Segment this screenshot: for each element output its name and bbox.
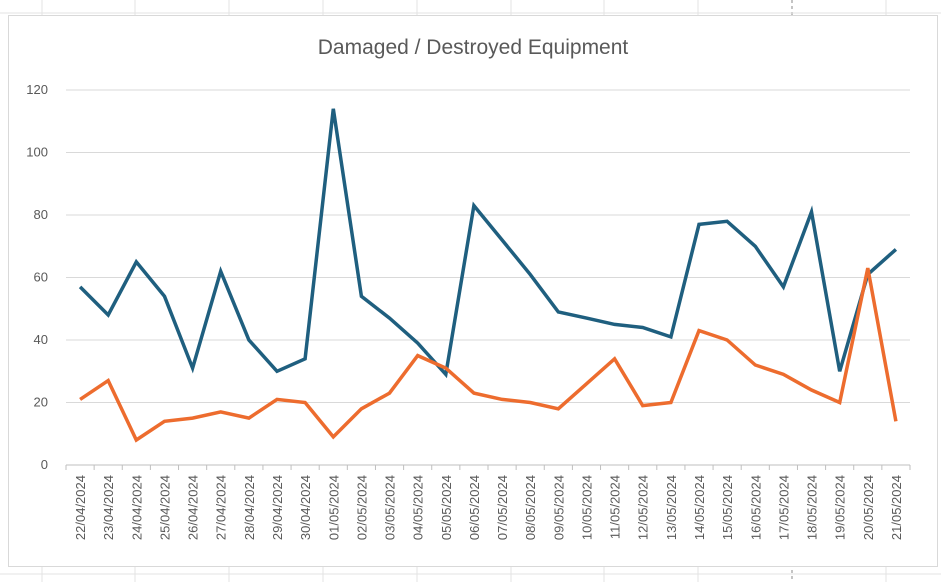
x-tick-label: 28/04/2024 [242,475,257,540]
y-tick-label: 80 [34,207,48,222]
y-tick-label: 60 [34,270,48,285]
x-tick-label: 03/05/2024 [383,475,398,540]
x-tick-label: 08/05/2024 [523,475,538,540]
x-tick-label: 30/04/2024 [298,475,313,540]
y-tick-label: 120 [26,82,48,97]
x-tick-label: 04/05/2024 [411,475,426,540]
chart-title: Damaged / Destroyed Equipment [317,36,629,59]
x-tick-label: 02/05/2024 [354,475,369,540]
y-tick-label: 40 [34,332,48,347]
y-tick-label: 20 [34,395,48,410]
x-tick-label: 17/05/2024 [776,475,791,540]
x-tick-label: 11/05/2024 [608,475,623,539]
y-tick-label: 100 [26,145,48,160]
x-tick-label: 19/05/2024 [833,475,848,540]
x-tick-label: 27/04/2024 [214,475,229,540]
x-tick-label: 25/04/2024 [157,475,172,540]
y-tick-label: 0 [41,457,48,472]
x-tick-label: 22/04/2024 [73,475,88,540]
x-tick-label: 14/05/2024 [692,475,707,540]
x-tick-label: 07/05/2024 [495,475,510,540]
x-tick-label: 23/04/2024 [101,475,116,540]
chart-area[interactable]: Damaged / Destroyed Equipment [8,15,938,567]
x-tick-label: 01/05/2024 [326,475,341,540]
series-line-1 [78,108,898,379]
x-tick-label: 16/05/2024 [748,475,763,540]
x-tick-label: 26/04/2024 [186,475,201,540]
x-tick-label: 09/05/2024 [551,475,566,540]
x-tick-label: 15/05/2024 [720,475,735,540]
x-tick-label: 06/05/2024 [467,475,482,540]
series-line-2 [79,267,898,443]
x-tick-label: 24/04/2024 [129,475,144,540]
x-tick-label: 20/05/2024 [861,475,876,540]
x-tick-label: 21/05/2024 [889,475,904,540]
x-tick-label: 13/05/2024 [664,475,679,540]
x-tick-label: 29/04/2024 [270,475,285,540]
x-tick-label: 12/05/2024 [636,475,651,540]
x-tick-label: 18/05/2024 [805,475,820,540]
x-tick-label: 10/05/2024 [579,475,594,540]
x-tick-label: 05/05/2024 [439,475,454,540]
